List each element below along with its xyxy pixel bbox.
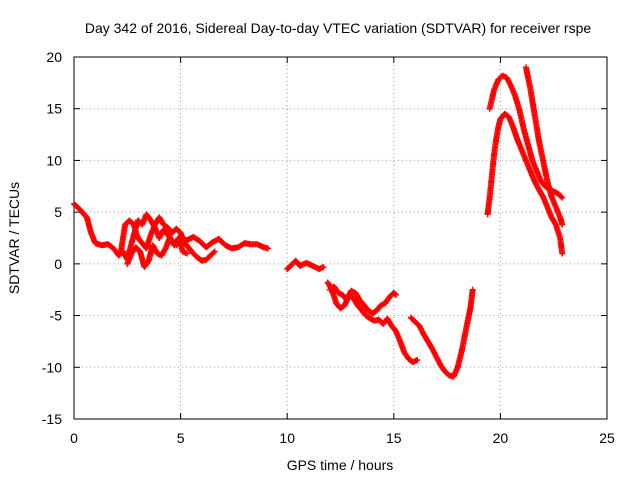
plot-frame xyxy=(73,56,608,420)
data-point xyxy=(320,263,327,270)
y-axis-label: SDTVAR / TECUs xyxy=(6,182,22,294)
axis-ticks xyxy=(73,56,608,420)
x-tick-label: 10 xyxy=(279,430,295,446)
y-tick-label: -10 xyxy=(42,359,62,375)
data-point xyxy=(211,248,218,255)
y-tick-label: 0 xyxy=(54,256,62,272)
data-point xyxy=(391,290,398,297)
x-tick-label: 5 xyxy=(177,430,185,446)
data-point xyxy=(210,249,217,256)
data-point xyxy=(392,291,399,298)
y-tick-label: -5 xyxy=(50,308,63,324)
data-point xyxy=(559,221,566,228)
data-point xyxy=(469,286,476,293)
x-tick-label: 15 xyxy=(386,430,402,446)
data-point xyxy=(559,250,566,257)
data-point xyxy=(265,245,272,252)
x-tick-label: 0 xyxy=(70,430,78,446)
data-point xyxy=(558,193,565,200)
y-tick-label: -15 xyxy=(42,411,62,427)
x-axis-label: GPS time / hours xyxy=(287,457,394,473)
y-tick-label: 20 xyxy=(46,49,62,65)
y-tick-label: 15 xyxy=(46,101,62,117)
data-point xyxy=(183,250,190,257)
x-tick-label: 20 xyxy=(493,430,509,446)
y-tick-label: 10 xyxy=(46,152,62,168)
data-point xyxy=(559,194,566,201)
data-point xyxy=(414,357,421,364)
grid-lines xyxy=(74,57,607,419)
x-tick-label: 25 xyxy=(599,430,615,446)
chart-title: Day 342 of 2016, Sidereal Day-to-day VTE… xyxy=(85,20,591,36)
tick-labels: 0 5 10 15 20 25 -15 -10 -5 0 5 10 15 20 xyxy=(42,49,615,446)
y-tick-label: 5 xyxy=(54,204,62,220)
data-points xyxy=(71,64,566,380)
